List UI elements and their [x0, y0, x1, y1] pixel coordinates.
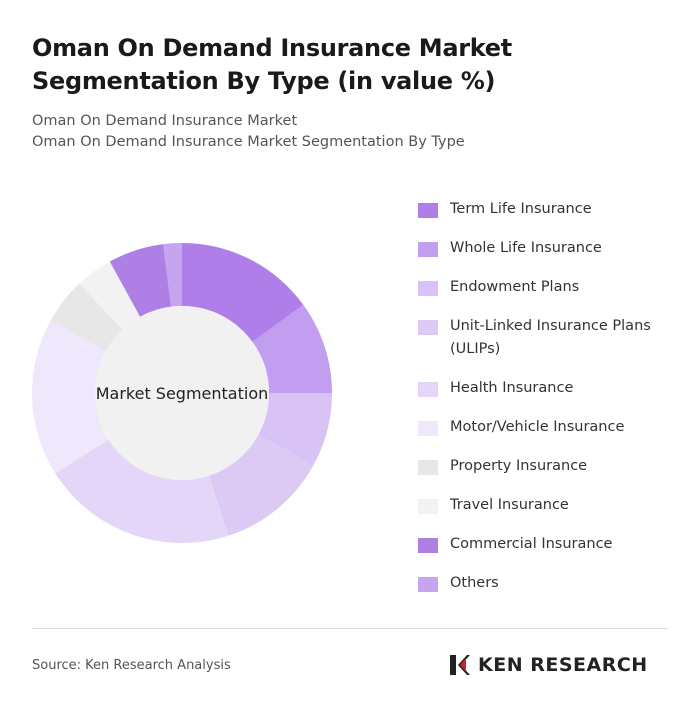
- legend-swatch: [418, 382, 438, 397]
- legend-label: Travel Insurance: [450, 497, 569, 513]
- logo-icon: [450, 655, 470, 675]
- legend-item: Health Insurance: [418, 377, 688, 400]
- donut-hole: [95, 306, 269, 480]
- subtitle: Oman On Demand Insurance Market: [32, 113, 298, 129]
- legend-label: Unit-Linked Insurance Plans (ULIPs): [450, 318, 651, 357]
- slice: [182, 243, 304, 342]
- slice: [109, 244, 172, 317]
- legend-item: Whole Life Insurance: [418, 237, 688, 260]
- legend-label: Whole Life Insurance: [450, 240, 602, 256]
- legend-item: Motor/Vehicle Insurance: [418, 416, 688, 439]
- chart: Market Segmentation: [31, 243, 332, 543]
- source: Source: Ken Research Analysis: [32, 658, 231, 673]
- slice: [50, 283, 123, 352]
- legend: Term Life Insurance Whole Life Insurance E…: [418, 198, 688, 611]
- slice: [55, 439, 229, 543]
- legend-swatch: [418, 499, 438, 514]
- legend-swatch: [418, 460, 438, 475]
- legend-swatch: [418, 538, 438, 553]
- slice: [31, 320, 109, 474]
- legend-item: Endowment Plans: [418, 276, 688, 299]
- slice: [252, 304, 332, 393]
- legend-item: Unit-Linked Insurance Plans (ULIPs): [418, 315, 688, 361]
- brand-name: KEN RESEARCH: [478, 654, 648, 676]
- legend-item: Property Insurance: [418, 455, 688, 478]
- slice: [79, 261, 141, 330]
- legend-swatch: [418, 203, 438, 218]
- legend-swatch: [418, 577, 438, 592]
- legend-label: Commercial Insurance: [450, 536, 613, 552]
- slice: [208, 434, 314, 536]
- legend-swatch: [418, 281, 438, 296]
- legend-swatch: [418, 320, 438, 335]
- legend-item: Term Life Insurance: [418, 198, 688, 221]
- brand: KEN RESEARCH: [448, 653, 648, 677]
- slice: [163, 243, 182, 307]
- legend-label: Health Insurance: [450, 380, 574, 396]
- divider: [32, 628, 668, 629]
- subtitle: Oman On Demand Insurance Market Segmenta…: [32, 134, 465, 150]
- legend-label: Property Insurance: [450, 458, 588, 474]
- legend-label: Endowment Plans: [450, 279, 580, 295]
- legend-swatch: [418, 421, 438, 436]
- legend-item: Travel Insurance: [418, 494, 688, 517]
- center-label: Market Segmentation: [96, 384, 269, 403]
- legend-item: Others: [418, 572, 688, 595]
- legend-item: Commercial Insurance: [418, 533, 688, 556]
- legend-label: Term Life Insurance: [450, 201, 592, 217]
- slice: [258, 393, 332, 466]
- legend-label: Others: [450, 575, 499, 591]
- title: Oman On Demand Insurance Market Segmenta…: [32, 34, 512, 95]
- legend-label: Motor/Vehicle Insurance: [450, 419, 625, 435]
- legend-swatch: [418, 242, 438, 257]
